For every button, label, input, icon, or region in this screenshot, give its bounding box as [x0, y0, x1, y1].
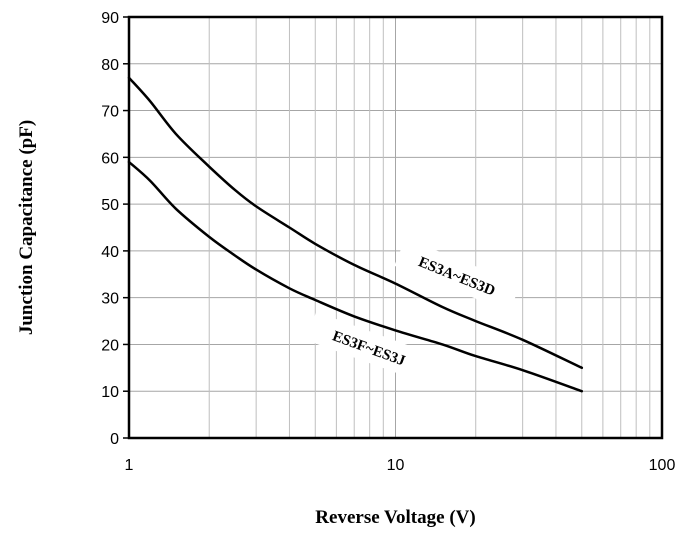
y-tick-label: 0 [110, 431, 119, 448]
series-label-background [305, 311, 433, 383]
y-tick-label: 90 [101, 10, 119, 27]
plot-frame [127, 15, 664, 440]
x-tick-label: 1 [125, 457, 134, 474]
grid-lines [129, 17, 662, 438]
y-tick-label: 10 [101, 384, 119, 401]
y-tick-label: 70 [101, 104, 119, 121]
y-tick-label: 40 [101, 244, 119, 261]
y-tick-labels: 0 10 20 30 40 50 60 70 80 90 [101, 10, 129, 448]
y-tick-label: 50 [101, 197, 119, 214]
y-tick-label: 30 [101, 291, 119, 308]
series-layer [127, 76, 584, 393]
y-tick-label: 20 [101, 337, 119, 354]
series-label-es3a-group: ES3A~ES3D [394, 237, 521, 313]
series-line-1 [127, 160, 584, 393]
x-axis-title: Reverse Voltage (V) [315, 507, 475, 528]
x-tick-label: 10 [387, 457, 405, 474]
y-tick-label: 60 [101, 150, 119, 167]
series-line-0 [127, 76, 584, 370]
series-label-background [394, 237, 521, 313]
y-tick-label: 80 [101, 57, 119, 74]
y-axis-title: Junction Capacitance (pF) [16, 120, 37, 335]
x-tick-label: 100 [649, 457, 676, 474]
x-tick-labels: 1 10 100 [125, 457, 676, 474]
